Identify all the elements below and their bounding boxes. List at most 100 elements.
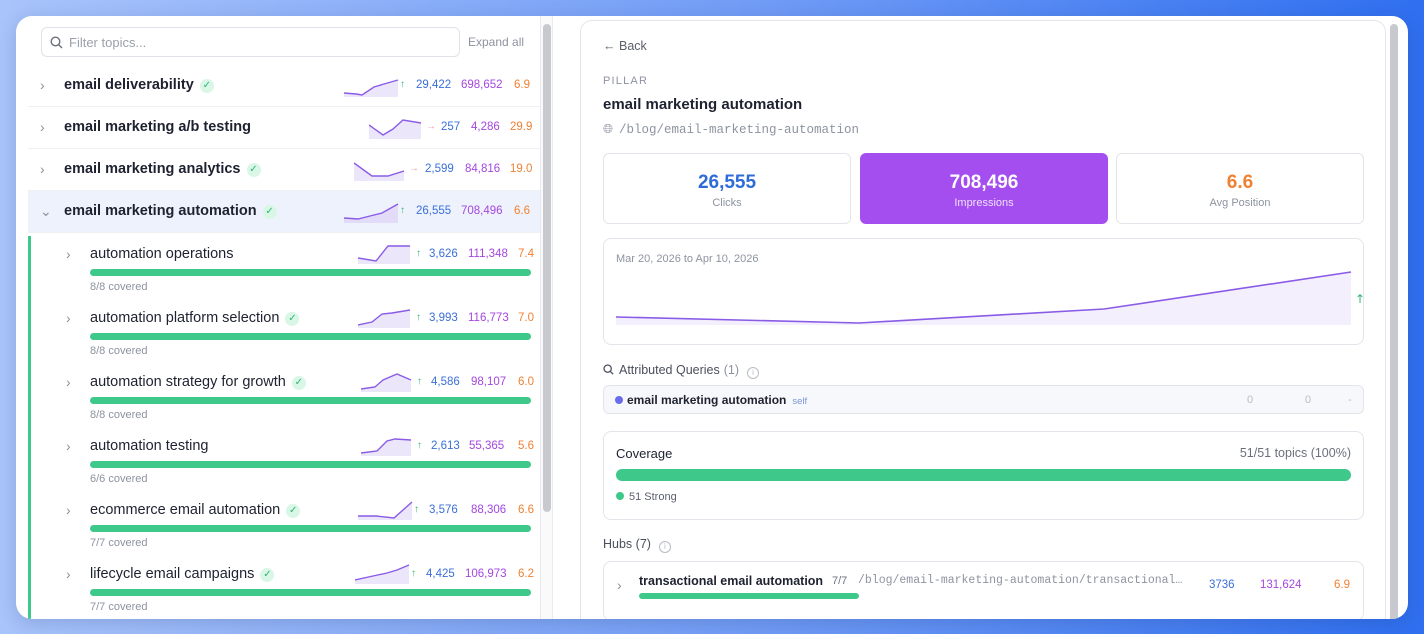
filter-topics-input[interactable] bbox=[69, 34, 449, 50]
sparkline bbox=[369, 119, 422, 139]
coverage-card: Coverage 51/51 topics (100%) 51 Strong bbox=[603, 431, 1364, 520]
sparkline bbox=[344, 79, 399, 97]
trend-up-icon: ↑ bbox=[400, 79, 405, 90]
clicks-value: 4,586 bbox=[431, 376, 460, 388]
hub-url[interactable]: /blog/email-marketing-automation/transac… bbox=[858, 574, 1188, 587]
verified-check-icon: ✓ bbox=[286, 504, 301, 518]
topic-title: email deliverability bbox=[64, 77, 194, 93]
covered-label: 8/8 covered bbox=[90, 409, 148, 421]
left-scrollbar-thumb[interactable] bbox=[543, 24, 551, 512]
hub-impressions: 131,624 bbox=[1260, 579, 1302, 591]
self-tag: self bbox=[792, 396, 808, 407]
topic-title: email marketing automation bbox=[64, 203, 257, 219]
chevron-right-icon[interactable]: › bbox=[617, 577, 622, 593]
clicks-value: 3,993 bbox=[429, 312, 458, 324]
query-impressions: 0 bbox=[1305, 394, 1312, 406]
panel-divider bbox=[540, 16, 541, 619]
position-value: 19.0 bbox=[510, 163, 533, 175]
app-window: Expand all › email deliverability ✓ ↑ 29,… bbox=[16, 16, 1408, 619]
position-value: 7.4 bbox=[518, 248, 534, 260]
metric-card-clicks[interactable]: 26,555 Clicks bbox=[603, 153, 851, 224]
chevron-right-icon[interactable]: › bbox=[40, 161, 45, 177]
info-icon[interactable]: i bbox=[747, 367, 760, 379]
subtopic-row[interactable]: › lifecycle email campaigns ✓ ↑ 4,425 106… bbox=[31, 556, 540, 619]
clicks-value: 29,422 bbox=[416, 79, 452, 91]
topic-row[interactable]: › email marketing a/b testing → 257 4,28… bbox=[28, 107, 540, 149]
impressions-value: 4,286 bbox=[471, 121, 500, 133]
arrow-left-icon: ← bbox=[603, 39, 616, 53]
subtopic-row[interactable]: › automation testing ↑ 2,613 55,365 5.6 … bbox=[31, 428, 540, 492]
hub-clicks: 3736 bbox=[1209, 579, 1235, 591]
topic-row[interactable]: › email marketing analytics ✓ → 2,599 84,… bbox=[28, 149, 540, 191]
trend-area bbox=[616, 272, 1351, 325]
subtopic-row[interactable]: › automation platform selection ✓ ↑ 3,993… bbox=[31, 300, 540, 364]
clicks-value: 2,599 bbox=[425, 163, 454, 175]
position-value: 6.6 bbox=[514, 205, 530, 217]
covered-label: 6/6 covered bbox=[90, 473, 148, 485]
subtopic-title: ecommerce email automation bbox=[90, 502, 281, 518]
metric-value: 708,496 bbox=[949, 172, 1019, 193]
hubs-heading: Hubs (7) i bbox=[603, 537, 671, 553]
subtopic-row[interactable]: › automation strategy for growth ✓ ↑ 4,58… bbox=[31, 364, 540, 428]
back-button[interactable]: ← Back bbox=[603, 39, 647, 53]
trend-up-icon: ↑ bbox=[416, 248, 421, 259]
subtopic-title: automation platform selection bbox=[90, 310, 280, 326]
topic-title: email marketing a/b testing bbox=[64, 119, 251, 135]
topic-title: email marketing analytics bbox=[64, 161, 241, 177]
chevron-right-icon[interactable]: › bbox=[66, 502, 71, 518]
hub-ratio: 7/7 bbox=[832, 575, 848, 587]
sparkline bbox=[358, 501, 413, 520]
coverage-bar bbox=[90, 269, 531, 276]
hub-title: transactional email automation bbox=[639, 574, 824, 588]
impressions-value: 88,306 bbox=[471, 504, 507, 516]
clicks-value: 3,626 bbox=[429, 248, 458, 260]
chevron-right-icon[interactable]: › bbox=[66, 374, 71, 390]
search-icon bbox=[50, 35, 63, 48]
subtopic-title: automation operations bbox=[90, 246, 234, 262]
position-value: 6.0 bbox=[518, 376, 534, 388]
topic-row[interactable]: › email deliverability ✓ ↑ 29,422 698,652… bbox=[28, 65, 540, 107]
trend-up-icon: ↑ bbox=[411, 568, 416, 579]
metric-card-avg-position[interactable]: 6.6 Avg Position bbox=[1116, 153, 1364, 224]
topic-row-selected[interactable]: ⌄ email marketing automation ✓ ↑ 26,555 7… bbox=[28, 191, 540, 233]
covered-label: 8/8 covered bbox=[90, 281, 148, 293]
chevron-right-icon[interactable]: › bbox=[66, 310, 71, 326]
metric-value: 6.6 bbox=[1226, 172, 1254, 193]
impressions-value: 106,973 bbox=[465, 568, 507, 580]
query-dot bbox=[615, 396, 623, 404]
verified-check-icon: ✓ bbox=[291, 376, 306, 390]
verified-check-icon: ✓ bbox=[260, 568, 275, 582]
query-row[interactable]: email marketing automation self 0 0 - bbox=[603, 385, 1364, 414]
filter-topics-box[interactable] bbox=[41, 27, 460, 57]
clicks-value: 257 bbox=[441, 121, 461, 133]
page-url[interactable]: 🌐︎/blog/email-marketing-automation bbox=[603, 121, 860, 137]
subtopic-title: automation strategy for growth bbox=[90, 374, 286, 390]
hub-row[interactable]: › transactional email automation 7/7 /bl… bbox=[603, 561, 1364, 619]
right-scrollbar-thumb[interactable] bbox=[1390, 24, 1398, 619]
chevron-right-icon[interactable]: › bbox=[66, 566, 71, 582]
hub-coverage-bar bbox=[639, 593, 859, 599]
impressions-trend-chart: Mar 20, 2026 to Apr 10, 2026 ↑ bbox=[603, 238, 1365, 345]
verified-check-icon: ✓ bbox=[262, 205, 277, 219]
query-text: email marketing automation bbox=[627, 393, 787, 407]
chevron-down-icon[interactable]: ⌄ bbox=[40, 203, 52, 219]
subtopic-row[interactable]: › automation operations ↑ 3,626 111,348 … bbox=[31, 236, 540, 300]
position-value: 29.9 bbox=[510, 121, 533, 133]
chevron-right-icon[interactable]: › bbox=[66, 246, 71, 262]
chevron-right-icon[interactable]: › bbox=[40, 77, 45, 93]
coverage-progress-bar bbox=[616, 469, 1351, 481]
coverage-title: Coverage bbox=[616, 446, 673, 461]
impressions-value: 55,365 bbox=[469, 440, 505, 452]
page-kind-label: PILLAR bbox=[603, 75, 649, 87]
chevron-right-icon[interactable]: › bbox=[40, 119, 45, 135]
topic-tree-panel: Expand all › email deliverability ✓ ↑ 29,… bbox=[16, 16, 540, 619]
impressions-value: 698,652 bbox=[461, 79, 503, 91]
subtopic-list: › automation operations ↑ 3,626 111,348 … bbox=[28, 236, 540, 619]
chevron-right-icon[interactable]: › bbox=[66, 438, 71, 454]
info-icon[interactable]: i bbox=[658, 541, 671, 553]
metric-card-impressions[interactable]: 708,496 Impressions bbox=[860, 153, 1108, 224]
subtopic-row[interactable]: › ecommerce email automation ✓ ↑ 3,576 88… bbox=[31, 492, 540, 556]
expand-all-button[interactable]: Expand all bbox=[468, 35, 525, 49]
clicks-value: 26,555 bbox=[416, 205, 452, 217]
clicks-value: 2,613 bbox=[431, 440, 460, 452]
